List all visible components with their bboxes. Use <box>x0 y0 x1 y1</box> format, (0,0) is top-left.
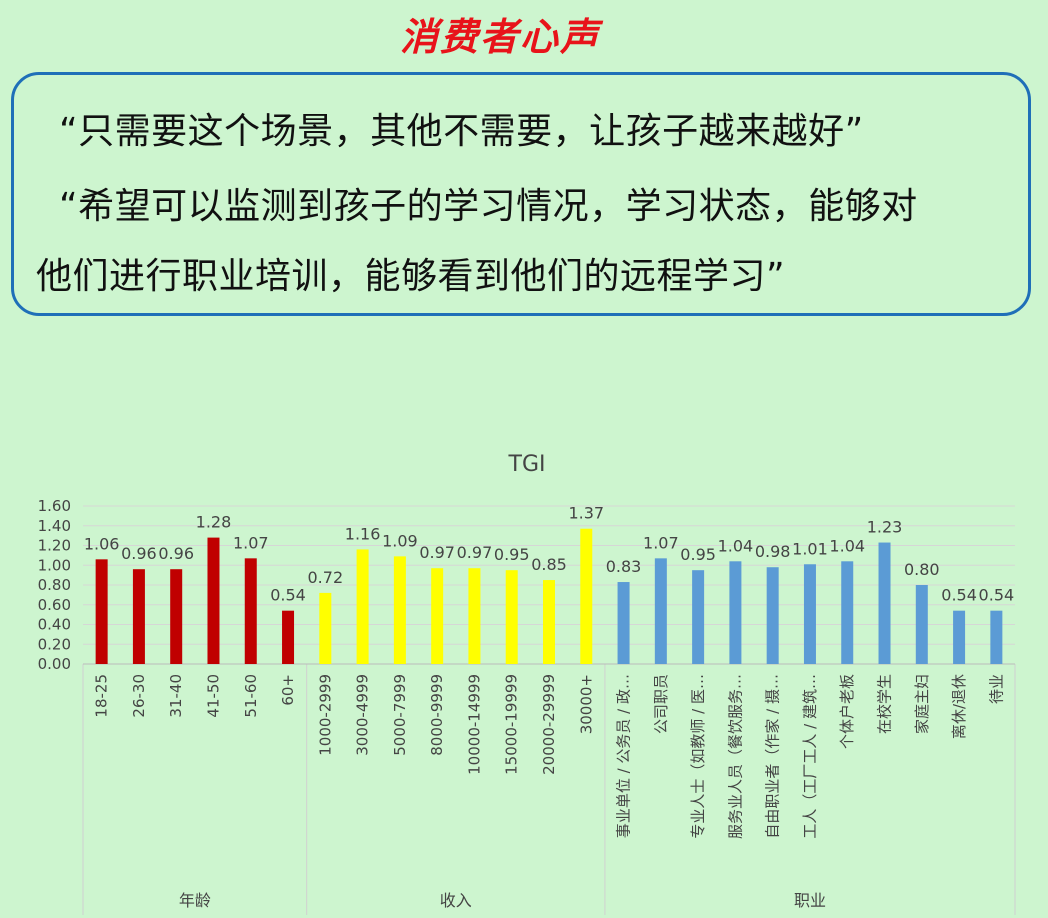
data-label: 0.95 <box>680 545 716 564</box>
quote-line-1: “只需要这个场景，其他不需要，让孩子越来越好” <box>59 111 864 152</box>
tgi-chart: TGI 0.00 0.200.40 0.60 0.80 1.001.20 1.40 1.60… <box>38 452 1016 915</box>
data-label: 1.06 <box>84 534 120 553</box>
category-label: 60+ <box>279 674 297 706</box>
y-tick-label: 1.60 <box>38 497 71 515</box>
y-tick-label: 0.40 <box>38 616 71 634</box>
y-tick-label: 1.40 <box>38 517 71 535</box>
category-label: 26-30 <box>130 674 148 718</box>
data-label: 1.37 <box>568 504 604 523</box>
category-label: 专业人士（如教师 / 医… <box>689 674 707 839</box>
bar <box>580 528 593 664</box>
data-label: 0.54 <box>270 586 306 605</box>
bar <box>915 585 928 664</box>
data-label: 0.97 <box>457 543 493 562</box>
bar <box>692 570 705 664</box>
data-label: 0.54 <box>979 586 1015 605</box>
bar <box>170 569 183 664</box>
category-label: 工人（工厂工人 / 建筑… <box>801 674 819 839</box>
data-label: 0.96 <box>158 544 194 563</box>
bar <box>319 592 332 664</box>
bar <box>990 610 1003 664</box>
data-label: 0.97 <box>419 543 455 562</box>
bar <box>878 542 891 664</box>
page-title: 消费者心声 <box>399 14 600 59</box>
bar <box>132 569 145 664</box>
category-label: 事业单位 / 公务员 / 政… <box>615 674 633 838</box>
y-tick-label: 1.00 <box>38 556 71 574</box>
bar <box>803 564 816 664</box>
bar <box>729 561 742 664</box>
category-label: 8000-9999 <box>428 674 446 756</box>
y-tick-label: 0.80 <box>38 576 71 594</box>
y-tick-label: 0.00 <box>38 655 71 673</box>
category-label: 20000-29999 <box>540 674 558 775</box>
group-label: 职业 <box>794 891 826 910</box>
bar <box>617 582 630 664</box>
bar <box>505 570 518 664</box>
category-label: 18-25 <box>93 674 111 718</box>
data-label: 0.72 <box>308 568 344 587</box>
category-label: 10000-14999 <box>465 674 483 775</box>
category-label: 服务业人员（餐饮服务… <box>726 674 744 839</box>
bar <box>543 580 555 664</box>
data-label: 1.23 <box>867 518 903 537</box>
bar <box>766 567 779 664</box>
y-tick-label: 0.20 <box>38 635 71 653</box>
axis-layer: 0.00 0.200.40 0.60 0.80 1.001.20 1.40 1.60 18-2… <box>38 497 1016 915</box>
category-label: 在校学生 <box>876 674 894 734</box>
data-label: 1.01 <box>792 539 828 558</box>
data-label: 1.04 <box>718 536 754 555</box>
y-tick-label: 1.20 <box>38 537 71 555</box>
data-label: 1.16 <box>345 524 381 543</box>
category-label: 公司职员 <box>652 674 670 734</box>
category-label: 家庭主妇 <box>913 674 931 734</box>
category-label: 51-60 <box>242 674 260 718</box>
category-label: 1000-2999 <box>316 674 334 756</box>
data-label: 1.04 <box>829 536 865 555</box>
bar <box>393 556 406 664</box>
chart-title: TGI <box>508 452 546 477</box>
bar <box>468 568 481 664</box>
category-label: 5000-7999 <box>391 674 409 756</box>
data-label: 0.85 <box>531 555 567 574</box>
bar <box>841 561 854 664</box>
y-tick-label: 0.60 <box>38 596 71 614</box>
data-label: 0.80 <box>904 560 940 579</box>
group-label: 收入 <box>440 891 472 910</box>
data-label: 0.83 <box>606 557 642 576</box>
category-label: 30000+ <box>577 674 595 734</box>
data-label: 0.96 <box>121 544 157 563</box>
data-label: 1.07 <box>233 533 269 552</box>
category-label: 3000-4999 <box>354 674 372 756</box>
bar-layer <box>95 528 1003 664</box>
category-label: 31-40 <box>167 674 185 718</box>
category-label: 41-50 <box>204 674 222 718</box>
bar <box>953 610 966 664</box>
quote-box: “只需要这个场景，其他不需要，让孩子越来越好” “希望可以监测到孩子的学习情况，… <box>11 72 1031 316</box>
bar <box>244 558 257 664</box>
data-label: 1.07 <box>643 533 679 552</box>
category-label: 待业 <box>987 674 1005 704</box>
group-label: 年龄 <box>179 891 211 910</box>
category-label: 个体户老板 <box>838 674 856 749</box>
bar <box>431 568 444 664</box>
data-label: 0.54 <box>941 586 977 605</box>
data-label: 1.09 <box>382 531 418 550</box>
bar <box>95 559 108 664</box>
data-label: 0.98 <box>755 542 791 561</box>
bar <box>207 537 220 664</box>
data-label: 0.95 <box>494 545 530 564</box>
quote-line-2: “希望可以监测到孩子的学习情况，学习状态，能够对 <box>59 186 918 227</box>
category-label: 15000-19999 <box>503 674 521 775</box>
data-label: 1.28 <box>196 513 232 532</box>
bar <box>282 610 295 664</box>
bar <box>654 558 667 664</box>
bar <box>356 549 369 664</box>
quote-line-3: 他们进行职业培训，能够看到他们的远程学习” <box>36 256 786 297</box>
category-label: 自由职业者（作家 / 摄… <box>764 674 782 839</box>
category-label: 离休/退休 <box>950 674 968 739</box>
label-layer: 1.060.96 0.961.281.070.540.721.16 1.090.97… <box>84 504 1014 605</box>
